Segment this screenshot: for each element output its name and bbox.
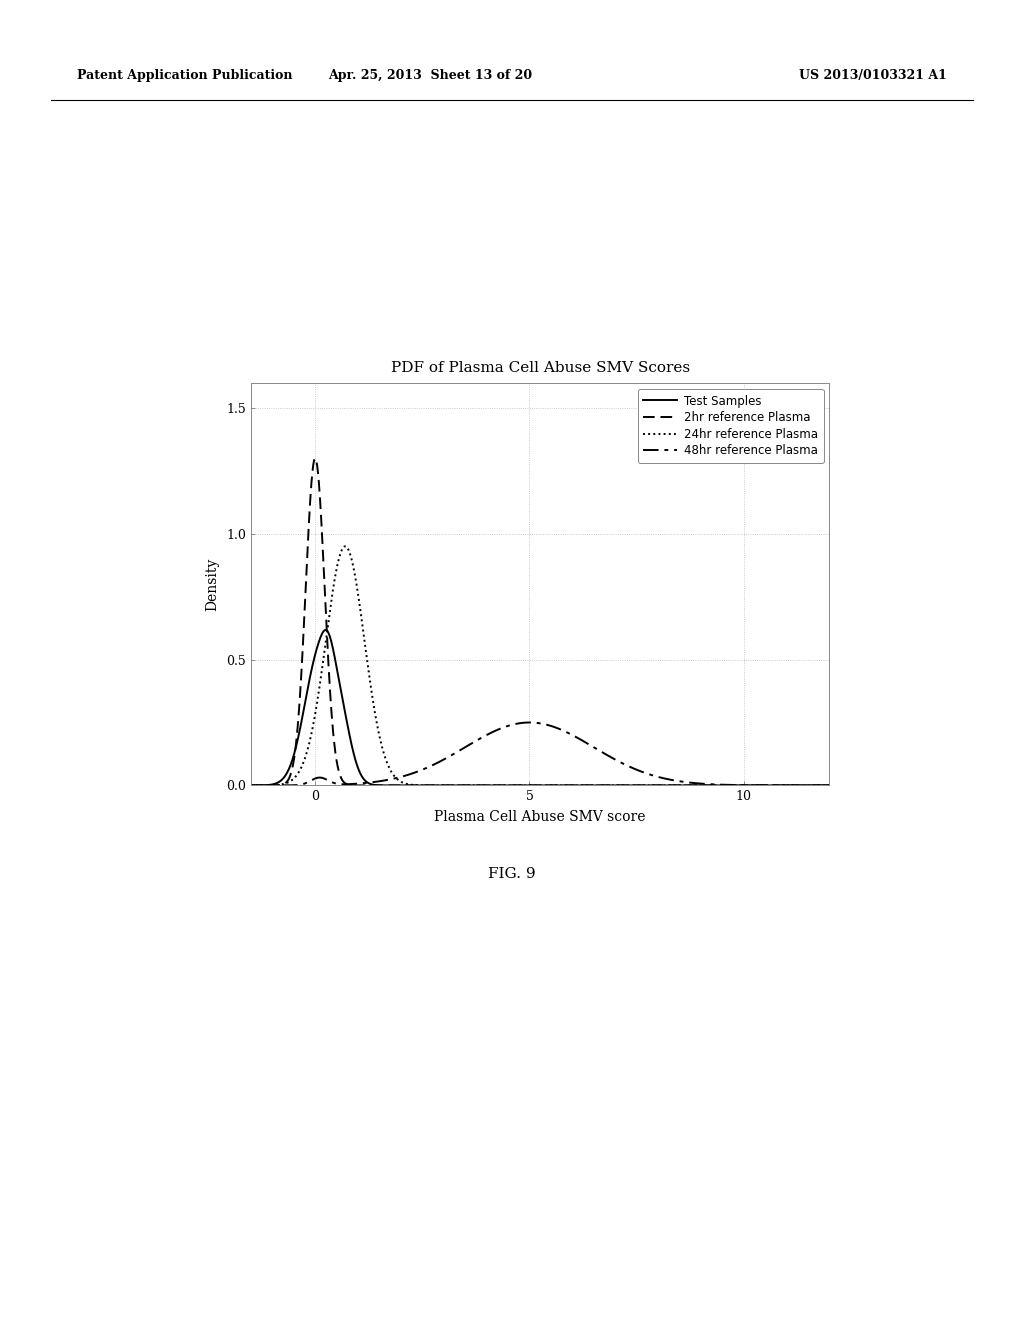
Test Samples [274,774,287,789]
Text: FIG. 9: FIG. 9 [488,867,536,880]
24hr reference Plasma [823,777,836,793]
Test Samples [807,777,819,793]
48hr reference Plasma [274,777,287,793]
48hr reference Plasma [511,715,523,731]
48hr reference Plasma [807,777,819,793]
Test Samples [526,777,539,793]
24hr reference Plasma [807,777,819,793]
Title: PDF of Plasma Cell Abuse SMV Scores: PDF of Plasma Cell Abuse SMV Scores [390,360,690,375]
Y-axis label: Density: Density [205,557,219,611]
Test Samples [823,777,836,793]
2hr reference Plasma [526,777,539,793]
24hr reference Plasma [526,777,539,793]
2hr reference Plasma [807,777,819,793]
24hr reference Plasma [700,777,713,793]
Text: US 2013/0103321 A1: US 2013/0103321 A1 [799,69,946,82]
24hr reference Plasma [274,776,287,792]
48hr reference Plasma [526,714,539,730]
24hr reference Plasma [245,777,257,793]
Text: Apr. 25, 2013  Sheet 13 of 20: Apr. 25, 2013 Sheet 13 of 20 [328,69,532,82]
2hr reference Plasma [807,777,819,793]
Legend: Test Samples, 2hr reference Plasma, 24hr reference Plasma, 48hr reference Plasma: Test Samples, 2hr reference Plasma, 24hr… [638,388,823,463]
Test Samples [511,777,523,793]
24hr reference Plasma [511,777,523,793]
48hr reference Plasma [700,776,713,792]
48hr reference Plasma [523,714,536,730]
48hr reference Plasma [823,777,836,793]
48hr reference Plasma [245,777,257,793]
Test Samples [700,777,713,793]
Text: Patent Application Publication: Patent Application Publication [77,69,292,82]
24hr reference Plasma [807,777,819,793]
Line: 2hr reference Plasma: 2hr reference Plasma [251,458,829,785]
2hr reference Plasma [823,777,836,793]
2hr reference Plasma [673,777,685,793]
24hr reference Plasma [339,539,351,554]
48hr reference Plasma [807,777,819,793]
2hr reference Plasma [309,450,322,466]
Test Samples [245,777,257,793]
Test Samples [319,622,332,638]
2hr reference Plasma [511,777,523,793]
Test Samples [807,777,819,793]
2hr reference Plasma [245,777,257,793]
Line: Test Samples: Test Samples [251,630,829,785]
Line: 24hr reference Plasma: 24hr reference Plasma [251,546,829,785]
2hr reference Plasma [274,777,287,793]
Line: 48hr reference Plasma: 48hr reference Plasma [251,722,829,785]
2hr reference Plasma [700,777,713,793]
X-axis label: Plasma Cell Abuse SMV score: Plasma Cell Abuse SMV score [434,810,646,824]
